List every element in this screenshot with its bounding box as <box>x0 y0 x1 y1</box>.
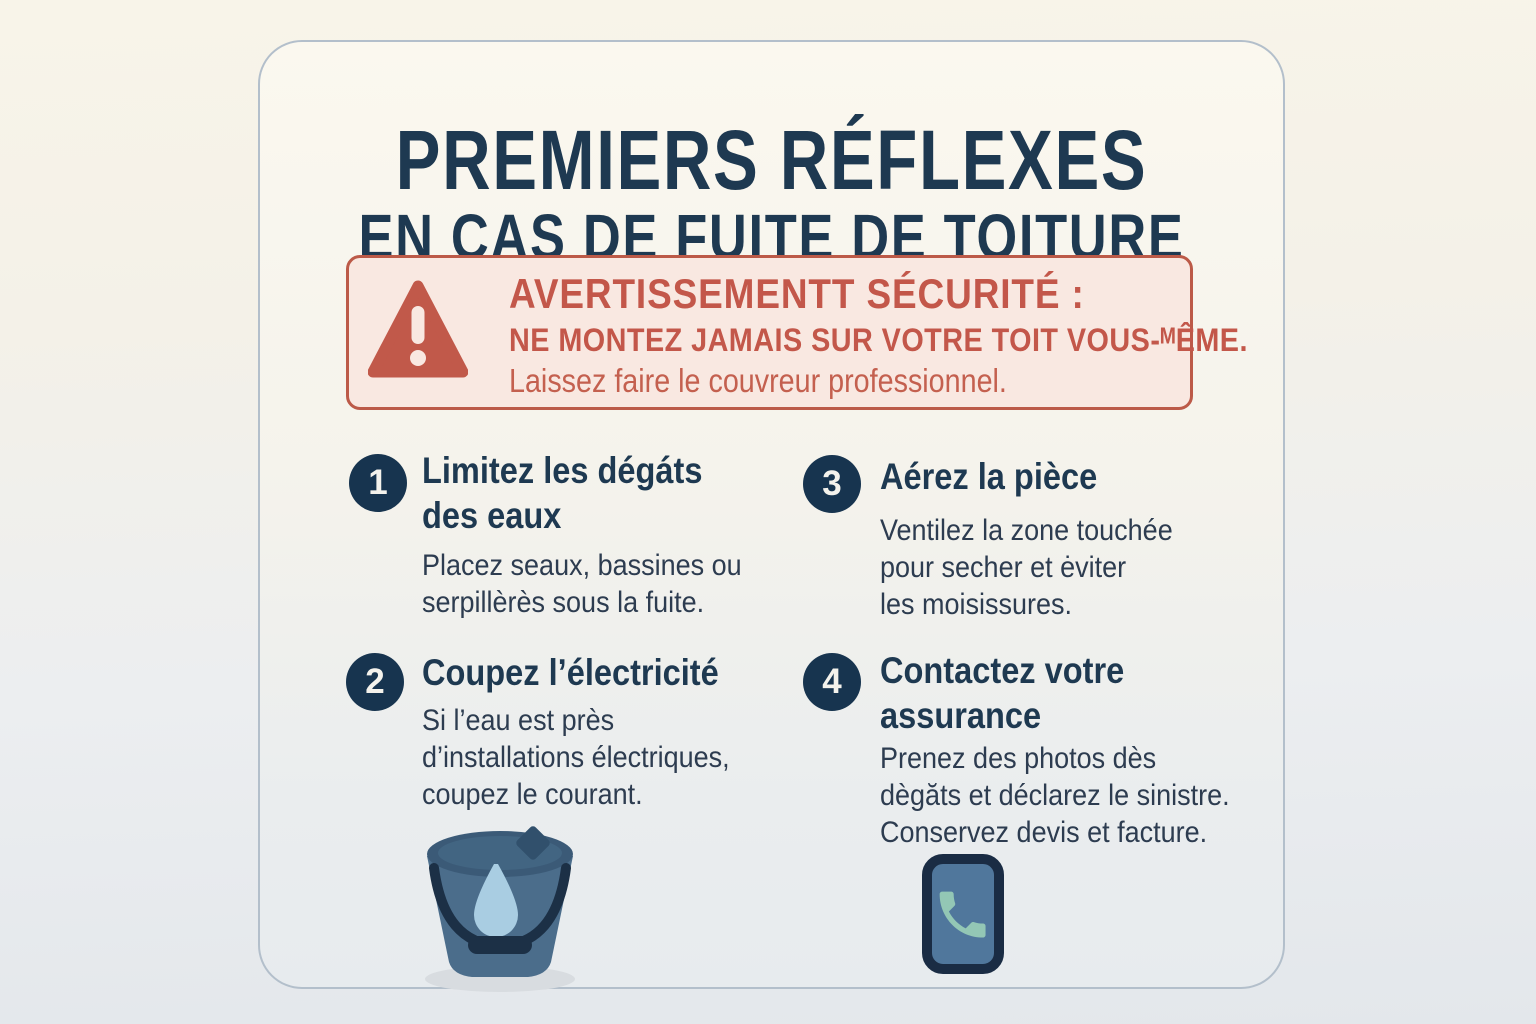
step-4-number-badge: 4 <box>803 653 861 711</box>
step-4-title: Contactez votre assurance <box>880 650 1125 736</box>
bucket-water-icon <box>425 826 575 992</box>
step-3-title: Aérez la pièce <box>880 456 1098 497</box>
step-2-title: Coupez l’électricité <box>422 652 719 693</box>
warning-text-line2: Laissez faire le couvreur professionnel. <box>509 362 1007 399</box>
phone-call-icon <box>922 854 1004 974</box>
step-3-number-badge: 3 <box>803 455 861 513</box>
warning-triangle-icon <box>368 280 468 378</box>
step-1-number-badge: 1 <box>349 454 407 512</box>
step-1-title: Limitez les dégáts des eaux <box>422 450 703 536</box>
step-1-body: Placez seaux, bassines ou serpillèrès so… <box>422 549 742 619</box>
warning-heading: AVERTISSEMENTT SÉCURITÉ : <box>509 270 1085 317</box>
warning-text-line1: NE MONTEZ JAMAIS SUR VOTRE TOIT VOUS-ᴹÊM… <box>509 322 1248 358</box>
step-2-body: Si l’eau est près d’installations électr… <box>422 704 730 811</box>
card: PREMIERS RÉFLEXES EN CAS DE FUITE DE TOI… <box>258 40 1285 992</box>
step-3-body: Ventilez la zone touchée pour secher et … <box>880 514 1173 621</box>
page-title: PREMIERS RÉFLEXES <box>395 113 1148 207</box>
step-2-number-badge: 2 <box>346 653 404 711</box>
safety-warning-box: AVERTISSEMENTT SÉCURITÉ : NE MONTEZ JAMA… <box>346 255 1247 410</box>
step-4-body: Prenez des photos dès dègăts et déclarez… <box>880 742 1230 849</box>
